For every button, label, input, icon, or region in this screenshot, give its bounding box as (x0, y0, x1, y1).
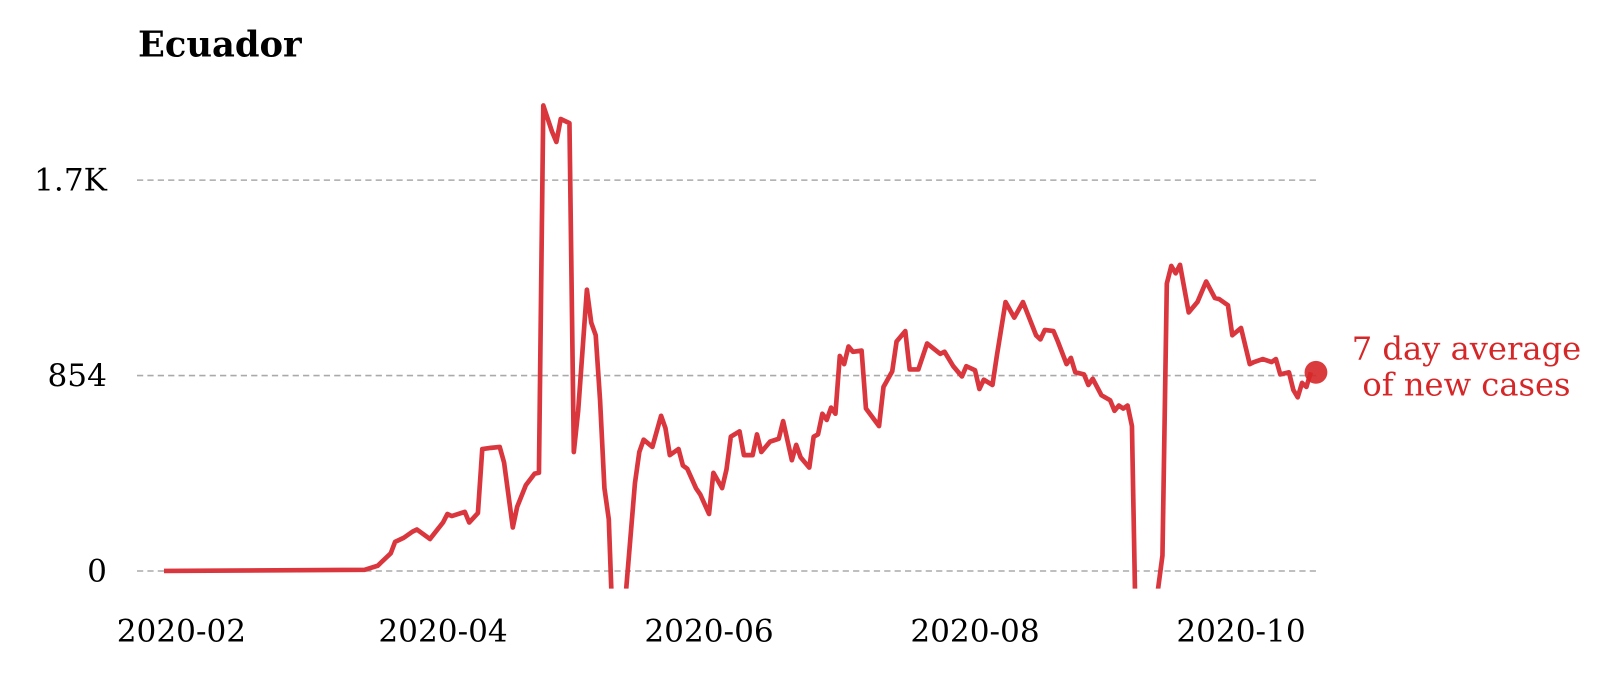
x-tick-label: 2020-08 (910, 614, 1039, 650)
y-tick-label: 0 (87, 554, 107, 590)
chart-title: Ecuador (138, 24, 302, 65)
end-point (1304, 360, 1328, 384)
annotation: of new cases (1362, 366, 1570, 404)
x-tick-label: 2020-04 (378, 614, 507, 650)
x-tick-label: 2020-06 (644, 614, 773, 650)
x-tick-label: 2020-02 (117, 614, 246, 650)
y-tick-label: 854 (47, 358, 106, 394)
annotation: 7 day average (1352, 329, 1581, 367)
y-tick-label: 1.7K (34, 163, 107, 199)
x-tick-label: 2020-10 (1176, 614, 1305, 650)
line (163, 103, 1314, 589)
